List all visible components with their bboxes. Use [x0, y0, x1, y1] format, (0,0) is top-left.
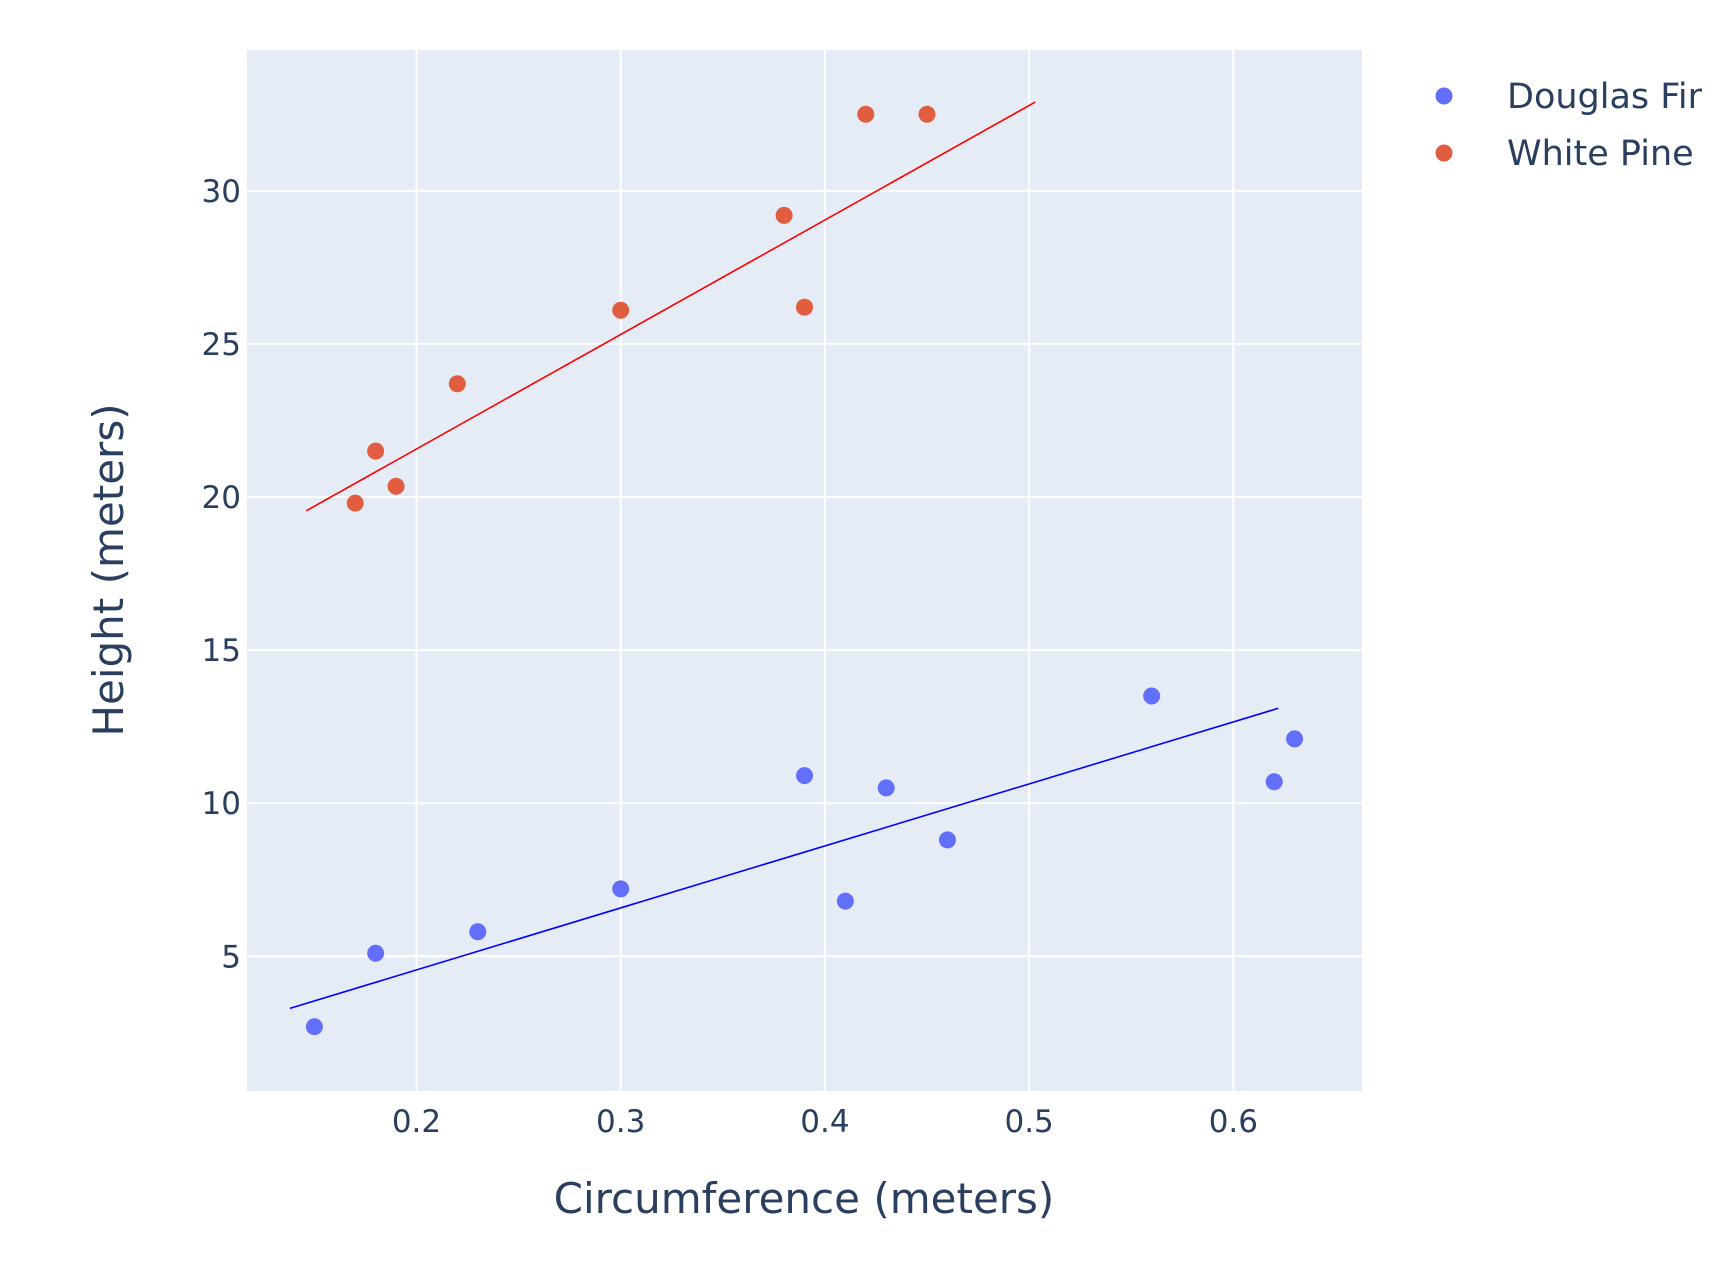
- douglas-fir-trendline: [289, 707, 1279, 1010]
- white-pine-trendline: [305, 101, 1036, 512]
- white-pine-legend-label[interactable]: White Pine: [1507, 134, 1694, 174]
- grid: [247, 50, 1362, 1091]
- legend[interactable]: Douglas Fir White Pine: [1435, 77, 1703, 174]
- y-tick-label: 20: [202, 480, 241, 516]
- douglas-fir-point: [469, 923, 487, 941]
- y-tick-label: 25: [202, 327, 241, 363]
- douglas-fir-point: [877, 779, 895, 797]
- x-axis-title: Circumference (meters): [554, 1174, 1055, 1223]
- x-axis-ticks: 0.2 0.3 0.4 0.5 0.6: [392, 1104, 1258, 1140]
- douglas-fir-point: [1265, 773, 1283, 791]
- x-tick-label: 0.2: [392, 1104, 441, 1140]
- white-pine-point: [796, 298, 813, 316]
- douglas-fir-point: [1286, 730, 1304, 748]
- y-tick-label: 10: [202, 786, 241, 822]
- white-pine-point: [346, 494, 364, 512]
- plot-background: [247, 50, 1362, 1091]
- white-pine-point: [612, 301, 630, 319]
- y-tick-label: 30: [202, 174, 241, 210]
- white-pine-point: [367, 442, 385, 460]
- x-tick-label: 0.6: [1209, 1104, 1258, 1140]
- douglas-fir-point: [836, 892, 854, 910]
- douglas-fir-legend-label[interactable]: Douglas Fir: [1507, 77, 1703, 117]
- white-pine-point: [448, 375, 466, 393]
- data-points: [305, 105, 1304, 1036]
- white-pine-point: [775, 206, 793, 224]
- y-tick-label: 15: [202, 633, 241, 669]
- x-tick-label: 0.3: [596, 1104, 645, 1140]
- trendlines: [289, 101, 1279, 1010]
- y-axis-title: Height (meters): [84, 403, 133, 736]
- white-pine-point: [857, 105, 875, 123]
- y-tick-label: 5: [221, 939, 241, 975]
- douglas-fir-point: [796, 767, 813, 785]
- x-tick-label: 0.5: [1004, 1104, 1053, 1140]
- douglas-fir-point: [612, 880, 630, 898]
- white-pine-point: [387, 477, 405, 495]
- douglas-fir-point: [1143, 687, 1161, 705]
- x-tick-label: 0.4: [800, 1104, 849, 1140]
- white-pine-point: [918, 105, 936, 123]
- y-axis-ticks: 5 10 15 20 25 30: [202, 174, 241, 975]
- douglas-fir-legend-marker: [1435, 87, 1453, 105]
- douglas-fir-point: [367, 944, 385, 962]
- white-pine-legend-marker: [1435, 144, 1453, 162]
- douglas-fir-point: [305, 1018, 323, 1036]
- douglas-fir-point: [938, 831, 956, 849]
